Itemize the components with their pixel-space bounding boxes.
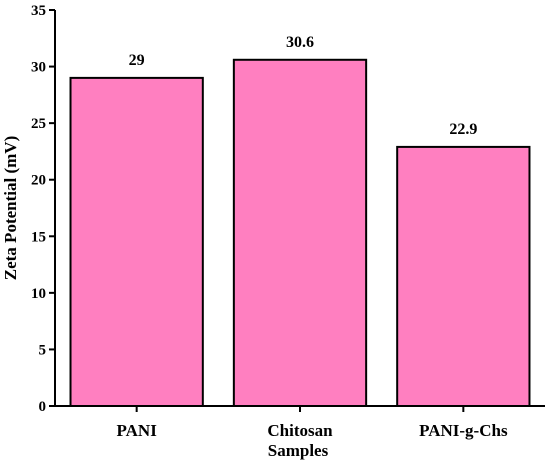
y-tick-label: 10 [31, 286, 46, 302]
y-tick-label: 0 [39, 399, 47, 415]
y-axis: 0 5 10 15 20 25 30 35 [31, 3, 56, 415]
data-label: 30.6 [286, 34, 314, 51]
bar-chitosan [232, 58, 368, 407]
x-axis: PANI Chitosan PANI-g-Chs [55, 405, 545, 440]
x-tick-label: Chitosan [267, 421, 333, 440]
y-tick-label: 15 [31, 229, 46, 245]
bar-pani-g-chs [396, 145, 531, 407]
y-tick-label: 5 [39, 342, 47, 358]
x-axis-title: Samples [268, 441, 329, 460]
x-tick-label: PANI-g-Chs [419, 421, 508, 440]
data-label: 22.9 [449, 121, 477, 138]
y-tick-label: 35 [31, 3, 46, 19]
bar-pani [69, 76, 204, 407]
data-label: 29 [129, 52, 145, 69]
bars-group: 29 30.6 22.9 [69, 34, 531, 407]
y-tick-label: 25 [31, 116, 46, 132]
y-tick-label: 30 [31, 60, 46, 76]
y-axis-title: Zeta Potential (mV) [1, 136, 20, 280]
x-tick-label: PANI [117, 421, 158, 440]
y-tick-label: 20 [31, 173, 46, 189]
